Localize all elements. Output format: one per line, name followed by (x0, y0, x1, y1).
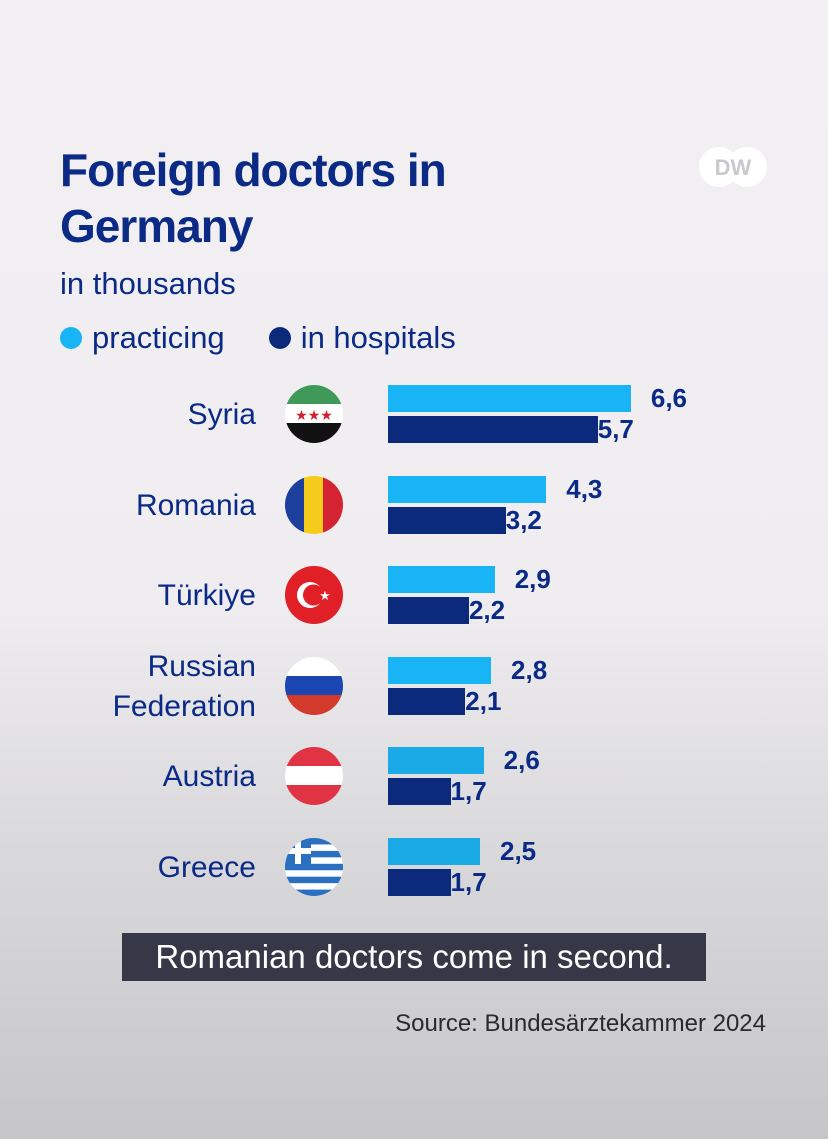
data-label: 2,5 (500, 836, 537, 866)
category-label: Russian Federation (113, 647, 256, 727)
data-label: 6,6 (650, 383, 688, 413)
data-label: 4,3 (566, 473, 603, 504)
data-label: 5,7 (597, 414, 634, 444)
legend-item-hospitals: in hospitals (268, 320, 456, 356)
flag-russia-icon (285, 656, 343, 715)
category-label-line: Russian (147, 649, 256, 683)
category-label-line: Türkiye (157, 579, 256, 613)
bar-chart: Syria ★★★ 6,6 5,7 Romania 4,3 3,2 Türkiye ★ 2,9 2,… (113, 383, 688, 897)
flag-romania-icon (285, 475, 343, 534)
source-note: Source: Bundesärztekammer 2024 (395, 1010, 766, 1037)
svg-text:★: ★ (319, 588, 331, 603)
data-label: 2,2 (468, 595, 506, 626)
data-label: 3,2 (505, 504, 542, 535)
data-label: 2,8 (511, 654, 548, 685)
chart-subtitle: in thousands (60, 266, 236, 301)
legend-label: practicing (92, 320, 225, 355)
bar-practicing (388, 566, 495, 594)
flag-austria-icon (285, 747, 343, 806)
bar-practicing (388, 747, 484, 775)
category-label: Greece (158, 848, 256, 888)
legend: practicing in hospitals (60, 320, 456, 356)
bar-hospitals (388, 506, 506, 534)
legend-label: in hospitals (300, 320, 456, 355)
category-label: Syria (188, 395, 256, 435)
category-label-line: Greece (157, 851, 256, 884)
bar-practicing (388, 838, 480, 865)
data-label: 2,6 (503, 745, 540, 776)
legend-dot-hospitals (268, 327, 291, 349)
bar-practicing (388, 385, 631, 412)
bar-practicing (388, 475, 547, 503)
category-label-line: Syria (187, 398, 256, 431)
data-label: 1,7 (450, 867, 487, 897)
data-label: 2,9 (514, 564, 551, 595)
flag-greece-icon (285, 838, 343, 896)
flag-syria-icon: ★★★ (285, 385, 343, 443)
data-label: 2,1 (465, 685, 502, 716)
legend-dot-practicing (60, 327, 82, 349)
bar-practicing (388, 656, 492, 684)
category-label-line: Austria (162, 760, 256, 794)
bar-hospitals (388, 869, 451, 896)
legend-item-practicing: practicing (60, 320, 225, 356)
category-label-line: Federation (112, 689, 256, 723)
category-label-line: Romania (135, 488, 256, 522)
svg-text:DW: DW (715, 155, 752, 180)
category-label: Türkiye (158, 576, 256, 616)
data-label: 1,7 (450, 776, 487, 807)
bar-hospitals (388, 597, 469, 625)
bar-hospitals (388, 416, 598, 443)
subtitle-caption: Romanian doctors come in second. (122, 933, 706, 981)
category-label: Austria (163, 757, 256, 797)
bar-hospitals (388, 778, 451, 806)
category-label: Romania (136, 486, 256, 526)
dw-logo-icon: DW (699, 147, 767, 187)
bar-hospitals (388, 687, 466, 715)
chart-title: Foreign doctors in Germany (60, 144, 447, 252)
flag-turkiye-icon: ★ (285, 566, 343, 625)
svg-text:★★★: ★★★ (295, 407, 333, 423)
